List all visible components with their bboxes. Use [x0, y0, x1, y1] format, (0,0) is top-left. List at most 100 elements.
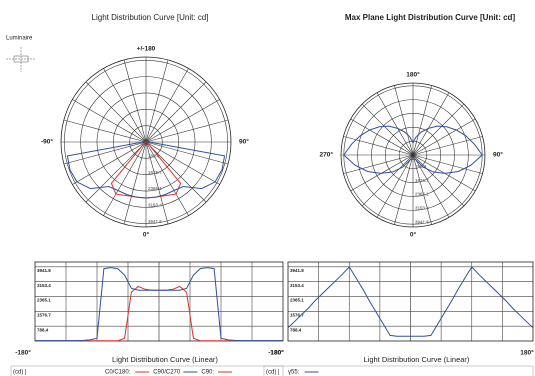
outer-ring: [340, 82, 486, 228]
theta-label: 90°: [493, 151, 503, 159]
ring: [96, 92, 196, 192]
x-tick-label: -180°: [15, 349, 31, 357]
spoke: [394, 154, 414, 225]
outer-ring: [60, 56, 232, 228]
spoke: [343, 154, 414, 174]
spoke: [123, 59, 147, 143]
theta-label: -90°: [41, 138, 53, 146]
spoke: [145, 81, 207, 143]
y-tick-label: 3941.8: [37, 268, 51, 273]
spoke: [412, 85, 432, 156]
spoke: [412, 103, 465, 156]
spoke: [72, 99, 147, 143]
ring: [63, 59, 229, 225]
r-tick-label: 3941.8: [415, 219, 429, 224]
y-tick-label: 3153.4: [290, 283, 304, 288]
spoke: [103, 68, 147, 143]
spoke: [412, 154, 483, 174]
y-tick-label: 2365.1: [37, 298, 51, 303]
data-line: [287, 266, 534, 337]
spoke: [412, 154, 450, 218]
r-tick-label: 1576.7: [415, 178, 429, 183]
chart-title: Light Distribution Curve [Unit: cd]: [92, 13, 209, 22]
r-tick-label: 3153.4: [415, 206, 429, 211]
spoke: [412, 136, 483, 156]
r-tick-label: 788.4: [415, 164, 427, 169]
x-tick-label: 180°: [270, 349, 284, 357]
y-tick-label: 3153.4: [37, 283, 51, 288]
plot-frame: [34, 261, 284, 342]
spoke: [103, 141, 147, 216]
spoke: [145, 99, 220, 143]
data-line: [35, 267, 283, 342]
legend-box: [263, 365, 534, 376]
spoke: [145, 141, 207, 203]
r-tick-label: 3941.8: [148, 219, 162, 224]
spoke: [145, 141, 169, 225]
ring: [371, 113, 455, 197]
polar-curve: [66, 141, 226, 199]
theta-label: 90°: [239, 138, 249, 146]
y-tick-label: 2365.1: [290, 298, 304, 303]
y-tick-label: 788.4: [290, 327, 302, 332]
chart-title: Max Plane Light Distribution Curve [Unit…: [345, 13, 516, 22]
theta-label: 0°: [143, 231, 150, 239]
spoke: [123, 141, 147, 225]
spoke: [343, 136, 414, 156]
theta-label: 270°: [320, 151, 334, 159]
x-tick-label: -180°: [268, 349, 284, 357]
unit-label: (cd) |: [13, 370, 27, 376]
ring: [80, 76, 212, 208]
spoke: [145, 141, 229, 165]
chart-title: Light Distribution Curve (Linear): [112, 355, 218, 364]
spoke: [145, 119, 229, 143]
spoke: [394, 85, 414, 156]
spoke: [361, 154, 414, 207]
legend-label: C90/C270: [153, 370, 181, 376]
ring: [385, 127, 441, 183]
ring: [398, 140, 428, 170]
spoke: [85, 141, 147, 203]
spoke: [145, 141, 189, 216]
legend-label: C0/C180:: [105, 370, 131, 376]
theta-label: 180°: [406, 71, 420, 79]
spoke: [63, 141, 147, 165]
spoke: [376, 154, 414, 218]
r-tick-label: 2365.1: [148, 186, 162, 191]
theta-label: 0°: [410, 231, 417, 239]
r-tick-label: 2365.1: [415, 192, 429, 197]
spoke: [412, 92, 450, 156]
polar-curve: [343, 125, 483, 174]
y-tick-label: 3941.8: [290, 268, 304, 273]
plot-frame: [287, 261, 534, 342]
spoke: [63, 119, 147, 143]
r-tick-label: 3153.4: [148, 203, 162, 208]
x-tick-label: 180°: [520, 349, 534, 357]
theta-label: +/-180: [137, 46, 156, 53]
spoke: [145, 68, 189, 143]
ring: [357, 99, 469, 211]
y-tick-label: 788.4: [37, 327, 49, 332]
r-tick-label: 788.4: [148, 154, 160, 159]
spoke: [412, 154, 465, 207]
chart-title: Light Distribution Curve (Linear): [364, 355, 470, 364]
ring: [113, 109, 179, 175]
spoke: [145, 141, 220, 185]
spoke: [85, 81, 147, 143]
spoke: [412, 118, 476, 156]
y-tick-label: 1576.7: [290, 313, 304, 318]
luminaire-label: Luminaire: [6, 36, 33, 42]
legend-label: C90:: [201, 370, 214, 376]
luminaire-icon: [6, 47, 36, 72]
legend-box: [10, 365, 284, 376]
legend-label: γ55:: [288, 370, 300, 376]
r-tick-label: 1576.7: [148, 170, 162, 175]
spoke: [361, 103, 414, 156]
y-tick-label: 1576.7: [37, 313, 51, 318]
spoke: [350, 118, 414, 156]
spoke: [145, 59, 169, 143]
ring: [129, 125, 163, 159]
spoke: [412, 154, 432, 225]
